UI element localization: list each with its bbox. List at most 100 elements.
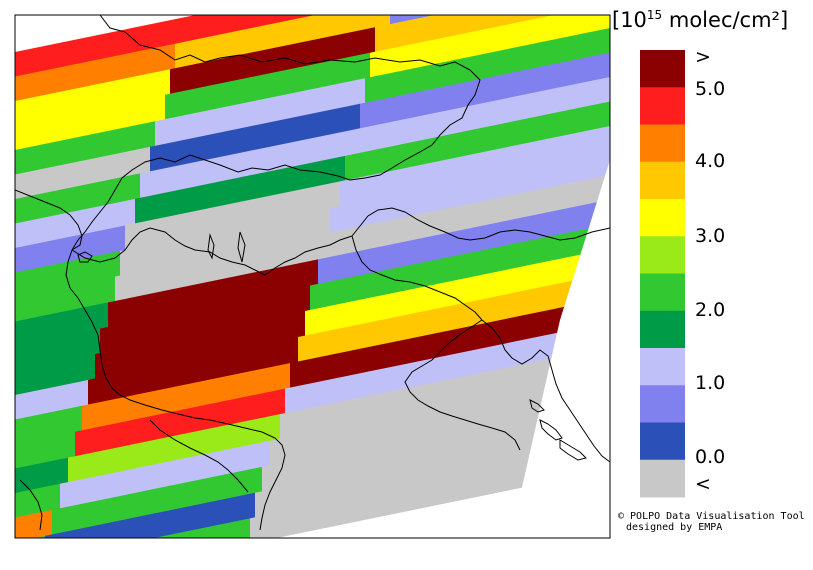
pixel-swath	[82, 363, 290, 431]
legend-color-bar	[640, 50, 685, 498]
legend-title-exponent: 15	[646, 8, 663, 22]
pixel-swath	[75, 388, 285, 457]
pixel-swath	[150, 103, 360, 172]
legend-swatch	[640, 422, 685, 461]
legend-swatch	[640, 310, 685, 349]
pixel-swath	[280, 346, 610, 440]
pixel-swath	[15, 173, 140, 225]
pixel-swath	[15, 380, 88, 421]
pixel-swath	[135, 155, 345, 224]
pixel-swath	[360, 52, 610, 129]
legend-swatch	[640, 385, 685, 423]
legend-label-2: 2.0	[695, 299, 726, 321]
border-line	[71, 227, 353, 276]
lake-outline	[207, 233, 215, 260]
legend-swatch	[640, 273, 685, 312]
pixel-swath	[15, 69, 170, 127]
pixel-swath	[350, 77, 610, 156]
pixel-swath	[15, 405, 82, 445]
pixel-swath	[140, 130, 350, 199]
legend-swatch	[640, 50, 685, 88]
pixel-swath	[298, 273, 610, 363]
pixel-swath	[15, 43, 175, 102]
pixel-swath	[60, 440, 270, 509]
pixel-swath	[115, 233, 325, 302]
pixel-swath	[120, 207, 330, 277]
legend-title: [1015 molec/cm²]	[612, 8, 788, 32]
legend-swatch	[640, 236, 685, 274]
pixel-swath	[165, 52, 370, 120]
pixel-swath	[250, 444, 610, 538]
lake-outline	[237, 231, 246, 263]
pixel-swath	[95, 311, 305, 380]
legend-label-5: 5.0	[695, 78, 726, 100]
pixel-swath	[345, 101, 610, 181]
pixel-swath	[310, 224, 610, 311]
legend-label-3: 3.0	[695, 225, 726, 247]
legend-label-over: >	[695, 46, 711, 68]
coastline	[481, 319, 610, 463]
pixel-swath	[154, 518, 250, 538]
pixel-swath	[270, 371, 610, 466]
pixel-swath	[15, 457, 68, 494]
legend-swatch	[640, 459, 685, 498]
legend-title-prefix: [10	[612, 8, 647, 32]
pixel-swath	[365, 28, 610, 104]
pixel-swath	[15, 17, 185, 78]
pixel-swath	[285, 322, 610, 414]
pixel-swath	[34, 535, 45, 538]
pixel-swath	[15, 225, 125, 274]
pixel-swath	[15, 276, 115, 323]
legend-swatch	[640, 87, 685, 125]
legend-swatch	[640, 348, 685, 386]
pixel-swath	[45, 492, 255, 538]
pixel-swath	[15, 354, 95, 396]
pixel-swath	[325, 175, 610, 259]
pixel-swath	[15, 198, 135, 249]
country-borders	[15, 15, 610, 531]
pixel-swath	[155, 78, 365, 147]
legend-label-1: 1.0	[695, 372, 726, 394]
pixel-swath	[305, 248, 610, 337]
pixel-swath	[15, 302, 108, 347]
coastline	[149, 419, 249, 493]
pixel-swath	[15, 509, 52, 538]
no-data-area	[510, 160, 610, 538]
pixel-swath	[170, 27, 375, 95]
coastline	[404, 319, 521, 451]
pixel-swath	[108, 259, 318, 328]
pixel-swath	[88, 336, 298, 406]
legend-swatch	[640, 199, 685, 237]
pixel-swath	[15, 146, 150, 200]
border-line	[351, 207, 610, 241]
legend-title-suffix: molec/cm²]	[662, 8, 789, 32]
pixel-swath	[0, 561, 40, 566]
pixel-swath	[52, 466, 262, 536]
credit-line-1: © POLPO Data Visualisation Tool	[618, 511, 805, 522]
pixel-swath	[15, 94, 165, 151]
border-line	[349, 69, 481, 181]
pixel-swath	[15, 250, 120, 298]
legend-swatch	[640, 161, 685, 200]
border-line	[99, 15, 471, 71]
pixel-swath	[330, 150, 610, 234]
border-line	[351, 235, 483, 321]
island-outline	[559, 439, 587, 461]
map-frame	[14, 14, 611, 539]
legend-swatch	[640, 124, 685, 163]
pixel-swath	[68, 414, 280, 483]
border-line	[15, 189, 83, 251]
lake-outline	[77, 251, 93, 263]
legend-label-0: 0.0	[695, 446, 726, 468]
pixel-swath	[125, 181, 340, 251]
pixel-swath	[255, 420, 610, 518]
coastline	[19, 479, 43, 531]
credit-line-2: designed by EMPA	[626, 522, 723, 533]
pixel-swaths	[0, 15, 610, 566]
credit-text: © POLPO Data Visualisation Tool designed…	[618, 511, 805, 533]
pixel-swath	[340, 126, 610, 207]
pixel-swath	[370, 15, 610, 78]
pixel-swath	[318, 199, 610, 285]
